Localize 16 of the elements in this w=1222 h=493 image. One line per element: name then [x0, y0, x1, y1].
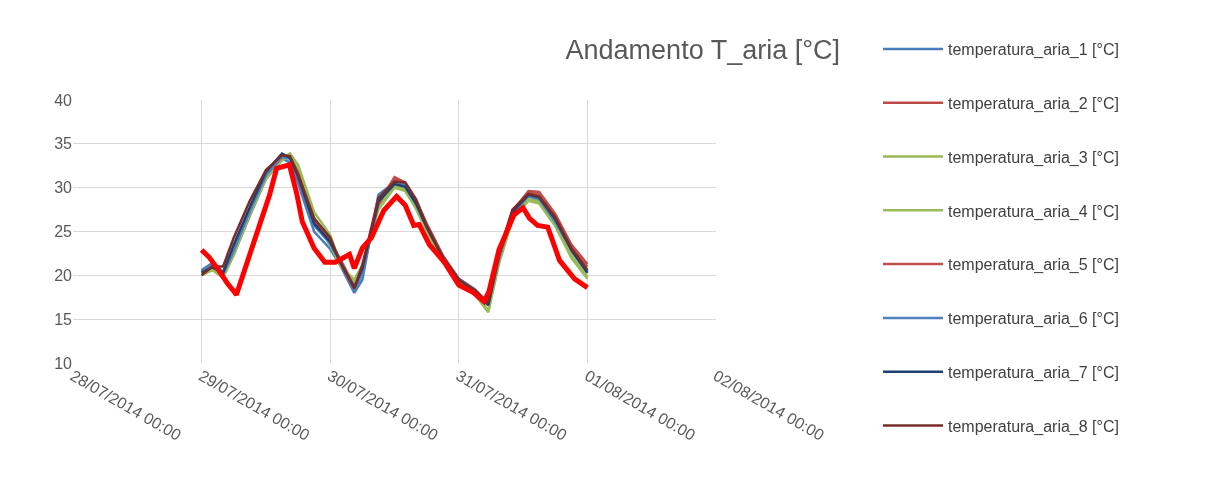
legend-label: temperatura_aria_1 [°C] — [948, 41, 1119, 60]
y-tick-label: 35 — [54, 135, 73, 153]
legend-label: temperatura_aria_4 [°C] — [948, 202, 1119, 221]
y-tick-label: 20 — [54, 266, 73, 284]
chart-title: Andamento T_aria [°C] — [565, 34, 840, 65]
y-tick-label: 25 — [54, 223, 73, 241]
legend-label: temperatura_aria_3 [°C] — [948, 148, 1119, 167]
legend-label: temperatura_aria_6 [°C] — [948, 310, 1119, 329]
legend-label: temperatura_aria_5 [°C] — [948, 256, 1119, 275]
legend-label: temperatura_aria_7 [°C] — [948, 363, 1119, 382]
y-tick-label: 40 — [54, 91, 73, 109]
legend-label: temperatura_aria_8 [°C] — [948, 417, 1119, 436]
y-tick-label: 15 — [54, 310, 73, 328]
y-tick-label: 30 — [54, 179, 73, 197]
legend-label: temperatura_aria_2 [°C] — [948, 94, 1119, 113]
y-tick-label: 10 — [54, 354, 73, 372]
